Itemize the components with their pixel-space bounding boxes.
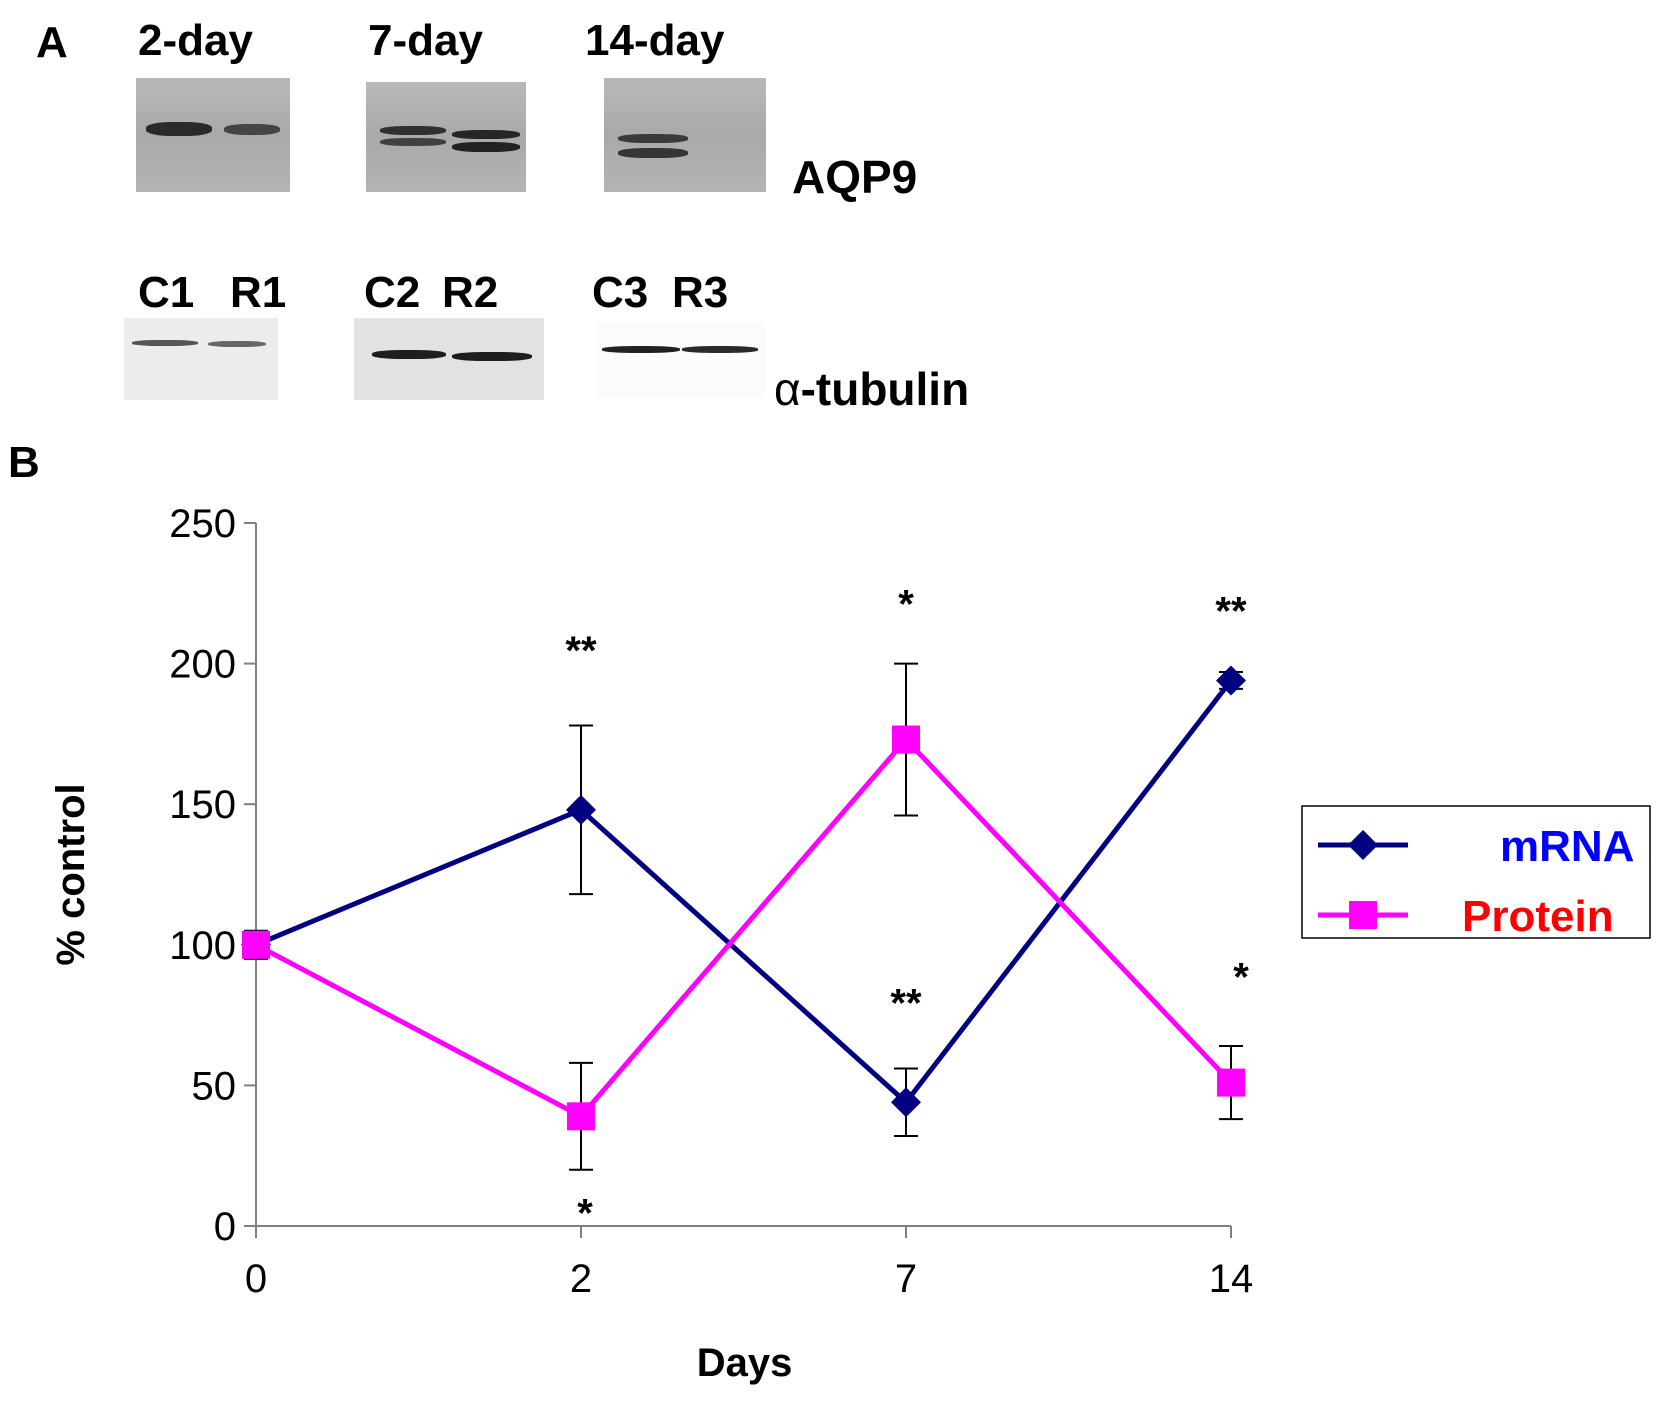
timepoint-14-day: 14-day xyxy=(585,16,725,65)
band xyxy=(380,126,446,135)
panel-b-letter: B xyxy=(8,438,40,487)
tubulin-label: α-tubulin xyxy=(774,362,969,416)
band xyxy=(208,341,266,347)
lane-label-r3: R3 xyxy=(672,268,729,317)
series-protein: *** xyxy=(242,583,1249,1235)
band xyxy=(372,350,446,359)
x-tick-label: 2 xyxy=(570,1257,592,1301)
legend-marker xyxy=(1348,830,1378,860)
y-tick-label: 100 xyxy=(169,924,236,968)
data-point xyxy=(891,1087,921,1118)
tubulin-blot-2-day xyxy=(124,318,278,400)
lane-label-c1: C1 xyxy=(138,268,195,317)
lane-label-r1: R1 xyxy=(230,268,287,317)
data-point xyxy=(566,794,596,825)
x-axis-title: Days xyxy=(697,1341,793,1385)
significance-label: * xyxy=(1233,956,1249,1000)
alpha-symbol: α xyxy=(774,363,801,415)
series-line xyxy=(255,678,1233,1106)
data-point xyxy=(242,930,270,959)
significance-label: ** xyxy=(1215,589,1247,633)
significance-label: * xyxy=(898,583,914,627)
aqp9-blot-2-day xyxy=(136,78,290,192)
band xyxy=(146,122,212,136)
y-tick-label: 200 xyxy=(169,643,236,687)
legend-label: mRNA xyxy=(1500,822,1634,871)
data-point xyxy=(1217,1068,1245,1097)
band xyxy=(602,346,680,353)
tubulin-label-text: -tubulin xyxy=(800,363,970,415)
tubulin-blot-14-day xyxy=(596,322,766,398)
legend-label: Protein xyxy=(1462,892,1614,941)
data-point xyxy=(892,725,920,754)
x-tick-label: 0 xyxy=(245,1257,267,1301)
series-line xyxy=(254,735,1233,1120)
x-tick-label: 14 xyxy=(1209,1257,1254,1301)
band xyxy=(452,352,532,361)
y-tick-label: 0 xyxy=(214,1205,236,1249)
timepoint-7-day: 7-day xyxy=(368,16,483,65)
band xyxy=(618,134,688,143)
y-tick-label: 250 xyxy=(169,502,236,546)
chart-series: ********* xyxy=(241,583,1249,1235)
band xyxy=(380,138,446,146)
significance-label: * xyxy=(577,1191,593,1235)
aqp9-label: AQP9 xyxy=(792,151,918,203)
y-axis-title: % control xyxy=(49,783,93,965)
chart-axes: 0 50 100 150 200 250 0 2 7 14 Days % control xyxy=(49,502,1253,1385)
timepoint-2-day: 2-day xyxy=(138,16,253,65)
band xyxy=(452,142,520,152)
significance-label: ** xyxy=(890,981,922,1025)
band xyxy=(224,124,280,135)
legend-marker xyxy=(1349,901,1377,929)
lane-label-c3: C3 xyxy=(592,268,649,317)
significance-label: ** xyxy=(565,629,597,673)
lane-label-c2: C2 xyxy=(364,268,421,317)
series-mrna: ** ** ** xyxy=(241,589,1247,1138)
data-point xyxy=(567,1102,595,1131)
chart-legend: mRNA Protein xyxy=(1301,805,1651,941)
aqp9-blot-14-day xyxy=(604,78,766,192)
data-point xyxy=(1216,665,1246,696)
x-tick-label: 7 xyxy=(895,1257,917,1301)
y-tick-label: 150 xyxy=(169,783,236,827)
band xyxy=(618,148,688,158)
lane-label-r2: R2 xyxy=(442,268,499,317)
tubulin-blot-7-day xyxy=(354,318,544,400)
band xyxy=(132,340,198,346)
panel-a-letter: A xyxy=(36,18,68,67)
aqp9-blot-7-day xyxy=(366,82,526,192)
band xyxy=(682,346,758,353)
band xyxy=(452,130,520,139)
y-tick-label: 50 xyxy=(192,1064,237,1108)
